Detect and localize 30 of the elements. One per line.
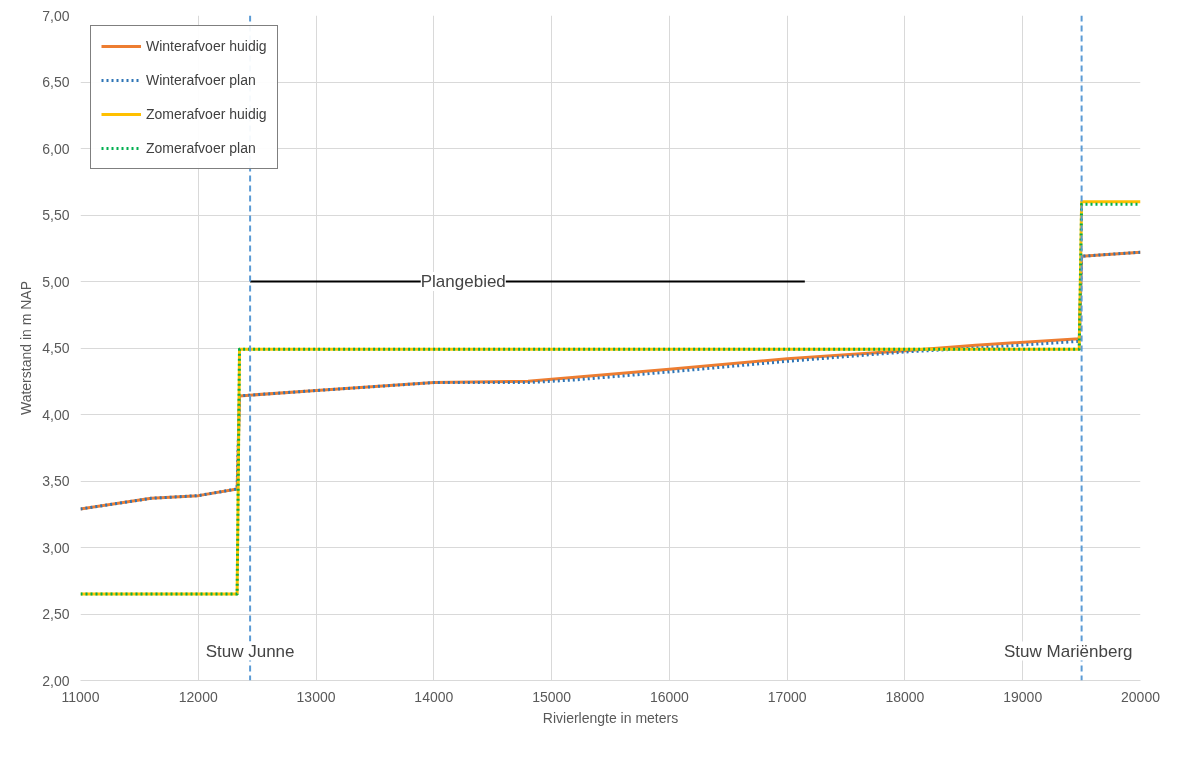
x-tick-label: 20000 xyxy=(1121,688,1161,705)
y-tick-label: 4,50 xyxy=(42,340,70,356)
y-tick-label: 5,50 xyxy=(42,207,70,223)
x-tick-label: 17000 xyxy=(767,688,807,705)
x-tick-label: 15000 xyxy=(532,688,572,705)
y-axis-title: Waterstand in m NAP xyxy=(18,280,35,416)
y-tick-label: 3,00 xyxy=(42,539,70,556)
x-tick-label: 11000 xyxy=(61,688,100,705)
legend-label: Zomerafvoer huidig xyxy=(146,106,267,122)
x-tick-label: 19000 xyxy=(1003,688,1043,705)
y-tick-label: 2,00 xyxy=(42,672,70,689)
legend-label: Winterafvoer huidig xyxy=(146,38,267,54)
y-tick-label: 7,00 xyxy=(42,7,70,24)
y-tick-label: 6,50 xyxy=(42,74,70,90)
x-tick-label: 12000 xyxy=(178,688,218,705)
y-tick-label: 6,00 xyxy=(42,140,70,157)
y-tick-label: 2,50 xyxy=(42,606,70,622)
annotation: Plangebied xyxy=(420,272,506,291)
x-tick-label: 16000 xyxy=(649,688,690,705)
y-tick-label: 4,00 xyxy=(42,406,70,423)
x-tick-label: 18000 xyxy=(885,688,925,705)
ref-line-label: Stuw Junne xyxy=(205,641,295,661)
ref-line-label: Stuw Mariënberg xyxy=(1004,641,1133,661)
legend-label: Winterafvoer plan xyxy=(146,72,256,88)
x-tick-label: 13000 xyxy=(296,688,336,705)
x-tick-label: 14000 xyxy=(414,688,454,705)
legend-label: Zomerafvoer plan xyxy=(146,140,256,156)
y-tick-label: 3,50 xyxy=(42,473,70,489)
x-axis-title: Rivierlengte in meters xyxy=(542,709,679,726)
y-tick-label: 5,00 xyxy=(42,273,70,290)
